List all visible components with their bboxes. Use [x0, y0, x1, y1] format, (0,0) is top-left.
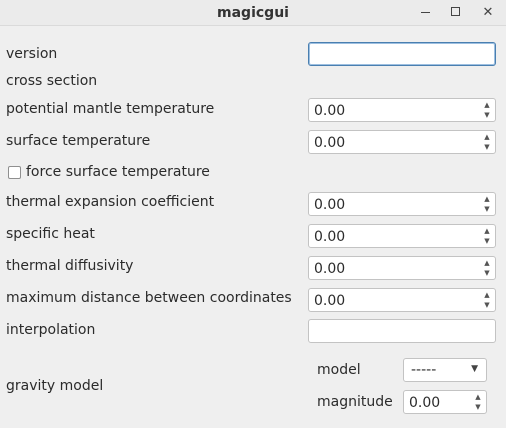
spin-arrows[interactable]: ▲ ▼ — [481, 132, 493, 152]
spin-arrows[interactable]: ▲ ▼ — [481, 194, 493, 214]
spin-down-icon[interactable]: ▼ — [484, 301, 490, 309]
spin-down-icon[interactable]: ▼ — [484, 269, 490, 277]
thermal-diffusivity-spinbox[interactable]: 0.00 ▲ ▼ — [308, 256, 496, 280]
spin-arrows[interactable]: ▲ ▼ — [481, 100, 493, 120]
force-surface-temperature-label[interactable]: force surface temperature — [26, 164, 210, 180]
potential-mantle-temperature-value: 0.00 — [314, 103, 346, 119]
spin-arrows[interactable]: ▲ ▼ — [472, 392, 484, 412]
spin-down-icon[interactable]: ▼ — [484, 111, 490, 119]
spin-up-icon[interactable]: ▲ — [475, 393, 481, 401]
close-icon: ✕ — [482, 5, 494, 20]
spin-up-icon[interactable]: ▲ — [484, 259, 490, 267]
force-surface-temperature-checkbox[interactable] — [8, 166, 21, 179]
close-button[interactable]: ✕ — [477, 2, 499, 24]
gravity-model-select[interactable]: ----- ▼ — [403, 358, 487, 382]
specific-heat-label: specific heat — [6, 226, 95, 242]
spin-down-icon[interactable]: ▼ — [484, 143, 490, 151]
surface-temperature-spinbox[interactable]: 0.00 ▲ ▼ — [308, 130, 496, 154]
spin-up-icon[interactable]: ▲ — [484, 227, 490, 235]
version-input[interactable] — [308, 42, 496, 66]
spin-down-icon[interactable]: ▼ — [484, 237, 490, 245]
interpolation-input[interactable] — [308, 319, 496, 343]
specific-heat-spinbox[interactable]: 0.00 ▲ ▼ — [308, 224, 496, 248]
gravity-model-label: gravity model — [6, 378, 104, 394]
maximum-distance-spinbox[interactable]: 0.00 ▲ ▼ — [308, 288, 496, 312]
potential-mantle-temperature-spinbox[interactable]: 0.00 ▲ ▼ — [308, 98, 496, 122]
spin-up-icon[interactable]: ▲ — [484, 101, 490, 109]
thermal-diffusivity-value: 0.00 — [314, 261, 346, 277]
window-title: magicgui — [217, 5, 289, 21]
minimize-icon — [420, 12, 430, 13]
window-titlebar: magicgui ✕ — [0, 0, 506, 26]
version-label: version — [6, 46, 58, 62]
minimize-button[interactable] — [414, 2, 436, 24]
maximize-icon — [450, 7, 460, 16]
spin-arrows[interactable]: ▲ ▼ — [481, 290, 493, 310]
chevron-down-icon: ▼ — [471, 364, 478, 374]
potential-mantle-temperature-label: potential mantle temperature — [6, 101, 215, 117]
spin-down-icon[interactable]: ▼ — [475, 403, 481, 411]
spin-up-icon[interactable]: ▲ — [484, 133, 490, 141]
thermal-expansion-coefficient-spinbox[interactable]: 0.00 ▲ ▼ — [308, 192, 496, 216]
spin-up-icon[interactable]: ▲ — [484, 291, 490, 299]
thermal-expansion-coefficient-label: thermal expansion coefficient — [6, 194, 215, 210]
interpolation-label: interpolation — [6, 322, 96, 338]
specific-heat-value: 0.00 — [314, 229, 346, 245]
cross-section-label: cross section — [6, 73, 98, 89]
maximum-distance-value: 0.00 — [314, 293, 346, 309]
thermal-diffusivity-label: thermal diffusivity — [6, 258, 134, 274]
gravity-magnitude-value: 0.00 — [409, 395, 441, 411]
gravity-model-selected: ----- — [411, 362, 437, 378]
spin-arrows[interactable]: ▲ ▼ — [481, 258, 493, 278]
maximize-button[interactable] — [444, 2, 466, 24]
surface-temperature-value: 0.00 — [314, 135, 346, 151]
surface-temperature-label: surface temperature — [6, 133, 151, 149]
gravity-model-model-label: model — [317, 362, 361, 378]
spin-arrows[interactable]: ▲ ▼ — [481, 226, 493, 246]
gravity-magnitude-spinbox[interactable]: 0.00 ▲ ▼ — [403, 390, 487, 414]
spin-down-icon[interactable]: ▼ — [484, 205, 490, 213]
thermal-expansion-coefficient-value: 0.00 — [314, 197, 346, 213]
spin-up-icon[interactable]: ▲ — [484, 195, 490, 203]
gravity-model-magnitude-label: magnitude — [317, 394, 393, 410]
maximum-distance-label: maximum distance between coordinates — [6, 290, 292, 306]
